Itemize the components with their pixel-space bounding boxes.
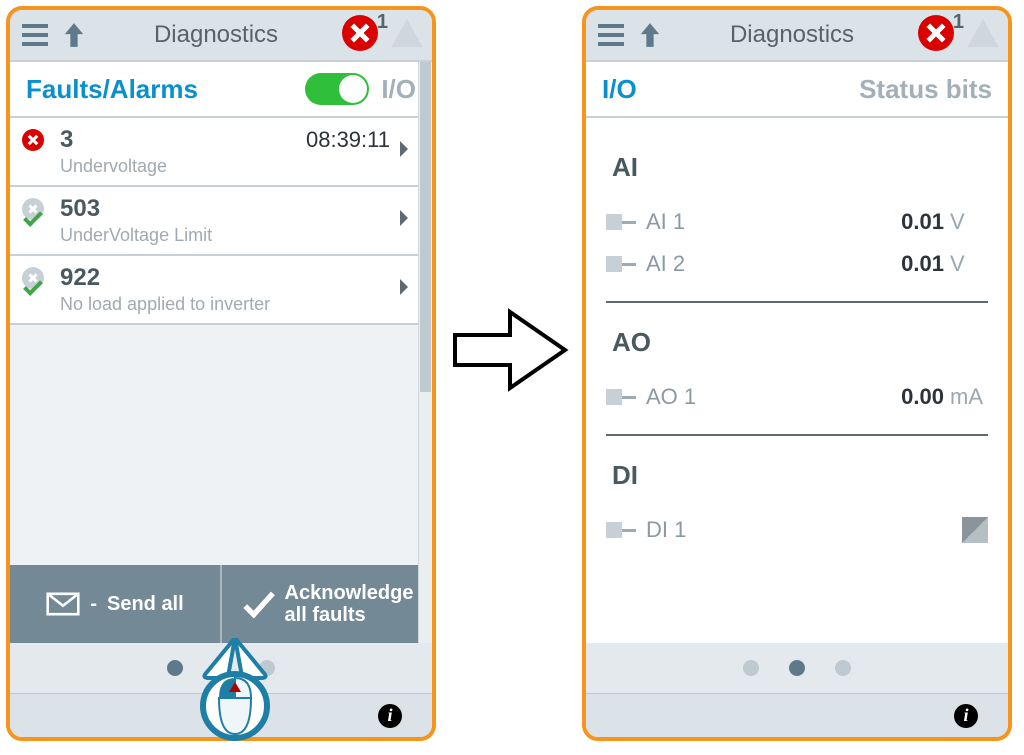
page-dot[interactable] — [835, 660, 851, 676]
subheader: Faults/Alarms I/O — [10, 62, 432, 118]
send-all-button[interactable]: -Send all — [10, 565, 220, 643]
section-ai-title: AI — [612, 152, 988, 183]
tab-faults[interactable]: Faults/Alarms — [26, 74, 198, 105]
fault-time: 08:39:11 — [306, 127, 390, 153]
io-value: 0.00 — [901, 384, 944, 410]
io-value: 0.01 — [901, 209, 944, 235]
info-icon[interactable]: i — [378, 704, 402, 728]
action-bar: -Send all Acknowledge all faults — [10, 565, 432, 643]
topbar: Diagnostics 1 — [10, 10, 432, 62]
io-row[interactable]: AO 10.00mA — [606, 376, 988, 418]
info-icon[interactable]: i — [954, 704, 978, 728]
fault-code: 503 — [60, 195, 382, 223]
io-row[interactable]: AI 10.01V — [606, 201, 988, 243]
page-dot[interactable] — [743, 660, 759, 676]
fault-list: 3 08:39:11 Undervoltage 503UnderVoltage Lim… — [10, 118, 432, 325]
fault-desc: UnderVoltage Limit — [60, 225, 390, 246]
io-name: AO 1 — [646, 384, 901, 410]
error-icon — [22, 129, 44, 151]
fault-desc: No load applied to inverter — [60, 294, 390, 315]
fault-code: 922 — [60, 264, 382, 292]
menu-icon[interactable] — [594, 20, 628, 50]
io-node-icon — [606, 389, 646, 405]
error-count: 1 — [377, 11, 388, 34]
page-title: Diagnostics — [672, 21, 912, 49]
fault-desc: Undervoltage — [60, 156, 390, 177]
fault-row[interactable]: 922No load applied to inverter — [10, 256, 432, 325]
menu-icon[interactable] — [18, 20, 52, 50]
page-dot[interactable] — [789, 660, 805, 676]
empty-area — [10, 325, 432, 565]
info-bar: i — [586, 693, 1008, 737]
up-icon[interactable] — [634, 19, 666, 51]
ok-icon — [22, 267, 44, 289]
error-count: 1 — [953, 11, 964, 34]
section-ao-title: AO — [612, 327, 988, 358]
up-icon[interactable] — [58, 19, 90, 51]
tab-status-bits[interactable]: Status bits — [859, 74, 992, 105]
page-dots[interactable] — [586, 643, 1008, 693]
send-all-label: Send all — [107, 593, 184, 615]
io-unit: V — [950, 251, 988, 277]
scrollbar[interactable] — [418, 62, 432, 643]
ok-icon — [22, 198, 44, 220]
error-badge[interactable]: 1 — [918, 15, 958, 55]
arrow-icon — [450, 300, 570, 400]
io-body: AI AI 10.01VAI 20.01V AO AO 10.00mA DI D… — [586, 118, 1008, 551]
io-unit: V — [950, 209, 988, 235]
io-name: AI 1 — [646, 209, 901, 235]
topbar: Diagnostics 1 — [586, 10, 1008, 62]
io-name: DI 1 — [646, 517, 962, 543]
page-title: Diagnostics — [96, 21, 336, 49]
chevron-right-icon — [398, 279, 418, 300]
chevron-right-icon — [398, 210, 418, 231]
subheader: I/O Status bits — [586, 62, 1008, 118]
io-value: 0.01 — [901, 251, 944, 277]
fault-row[interactable]: 3 08:39:11 Undervoltage — [10, 118, 432, 187]
diagnostics-panel-faults: Diagnostics 1 Faults/Alarms I/O 3 08:39:1… — [6, 6, 436, 741]
ack-all-label: Acknowledge all faults — [285, 582, 414, 626]
close-icon — [342, 15, 378, 51]
ack-all-button[interactable]: Acknowledge all faults — [220, 565, 432, 643]
view-toggle[interactable] — [305, 73, 369, 105]
warning-icon — [390, 16, 424, 55]
io-unit: mA — [950, 384, 988, 410]
fault-row[interactable]: 503UnderVoltage Limit — [10, 187, 432, 256]
tab-io[interactable]: I/O — [602, 74, 637, 105]
io-name: AI 2 — [646, 251, 901, 277]
close-icon — [918, 15, 954, 51]
tab-io[interactable]: I/O — [381, 74, 416, 105]
section-di-title: DI — [612, 460, 988, 491]
fault-code: 3 — [60, 126, 298, 154]
io-row[interactable]: DI 1 — [606, 509, 988, 551]
io-node-icon — [606, 522, 646, 538]
warning-icon — [966, 16, 1000, 55]
io-node-icon — [606, 256, 646, 272]
diagnostics-panel-io: Diagnostics 1 I/O Status bits AI AI 10.0… — [582, 6, 1012, 741]
io-row[interactable]: AI 20.01V — [606, 243, 988, 285]
chevron-right-icon — [398, 141, 418, 162]
error-badge[interactable]: 1 — [342, 15, 382, 55]
io-node-icon — [606, 214, 646, 230]
page-dot[interactable] — [167, 660, 183, 676]
mouse-callout-icon — [195, 638, 275, 743]
status-square-icon — [962, 517, 988, 543]
